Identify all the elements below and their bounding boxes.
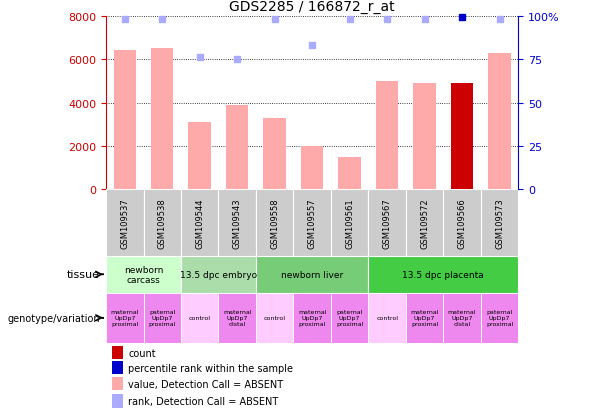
Bar [256, 190, 293, 256]
Bar [339, 157, 361, 190]
Bar [293, 190, 331, 256]
Text: GSM109566: GSM109566 [458, 198, 466, 248]
Title: GDS2285 / 166872_r_at: GDS2285 / 166872_r_at [229, 0, 395, 14]
Text: control: control [188, 316, 211, 320]
Bar [444, 293, 481, 343]
Bar [481, 293, 518, 343]
Bar [263, 119, 286, 190]
Text: GSM109537: GSM109537 [120, 198, 129, 248]
Bar [112, 394, 123, 408]
Bar [181, 190, 219, 256]
Bar [181, 256, 256, 293]
Text: GSM109543: GSM109543 [233, 198, 241, 248]
Bar [226, 105, 249, 190]
Bar [488, 53, 511, 190]
Text: tissue: tissue [67, 270, 100, 280]
Bar [144, 293, 181, 343]
Bar [331, 293, 368, 343]
Bar [406, 293, 444, 343]
Text: maternal
UpDp7
proximal: maternal UpDp7 proximal [411, 310, 439, 326]
Bar [376, 82, 398, 190]
Bar [112, 361, 123, 375]
Bar [406, 190, 444, 256]
Bar [368, 190, 406, 256]
Text: rank, Detection Call = ABSENT: rank, Detection Call = ABSENT [128, 396, 279, 406]
Bar [301, 147, 323, 190]
Bar [444, 190, 481, 256]
Bar [112, 346, 123, 359]
Bar [413, 84, 436, 190]
Text: control: control [264, 316, 286, 320]
Bar [181, 293, 219, 343]
Text: maternal
UpDp7
proximal: maternal UpDp7 proximal [298, 310, 326, 326]
Text: maternal
UpDp7
proximal: maternal UpDp7 proximal [111, 310, 139, 326]
Bar [368, 256, 518, 293]
Bar [188, 123, 211, 190]
Text: percentile rank within the sample: percentile rank within the sample [128, 363, 293, 373]
Text: control: control [376, 316, 398, 320]
Bar [151, 49, 174, 190]
Bar [256, 293, 293, 343]
Bar [368, 293, 406, 343]
Text: 13.5 dpc embryo: 13.5 dpc embryo [180, 270, 257, 279]
Text: newborn liver: newborn liver [281, 270, 343, 279]
Bar [293, 293, 331, 343]
Bar [106, 256, 181, 293]
Bar [219, 293, 256, 343]
Text: GSM109557: GSM109557 [307, 198, 317, 248]
Text: GSM109567: GSM109567 [383, 198, 392, 248]
Bar [114, 51, 136, 190]
Text: paternal
UpDp7
proximal: paternal UpDp7 proximal [486, 310, 513, 326]
Text: GSM109544: GSM109544 [195, 198, 204, 248]
Text: 13.5 dpc placenta: 13.5 dpc placenta [402, 270, 484, 279]
Text: paternal
UpDp7
proximal: paternal UpDp7 proximal [336, 310, 363, 326]
Bar [331, 190, 368, 256]
Bar [481, 190, 518, 256]
Text: genotype/variation: genotype/variation [8, 313, 100, 323]
Text: GSM109573: GSM109573 [495, 198, 504, 248]
Text: maternal
UpDp7
distal: maternal UpDp7 distal [448, 310, 477, 326]
Text: newborn
carcass: newborn carcass [124, 265, 163, 284]
Bar [256, 256, 368, 293]
Bar [219, 190, 256, 256]
Bar [112, 377, 123, 390]
Text: count: count [128, 348, 156, 358]
Bar [451, 84, 474, 190]
Text: paternal
UpDp7
proximal: paternal UpDp7 proximal [148, 310, 176, 326]
Text: GSM109561: GSM109561 [345, 198, 354, 248]
Text: maternal
UpDp7
distal: maternal UpDp7 distal [223, 310, 252, 326]
Text: value, Detection Call = ABSENT: value, Detection Call = ABSENT [128, 379, 283, 389]
Bar [106, 190, 144, 256]
Text: GSM109572: GSM109572 [420, 198, 429, 248]
Text: GSM109538: GSM109538 [158, 198, 167, 248]
Bar [106, 293, 144, 343]
Text: GSM109558: GSM109558 [270, 198, 279, 248]
Bar [144, 190, 181, 256]
